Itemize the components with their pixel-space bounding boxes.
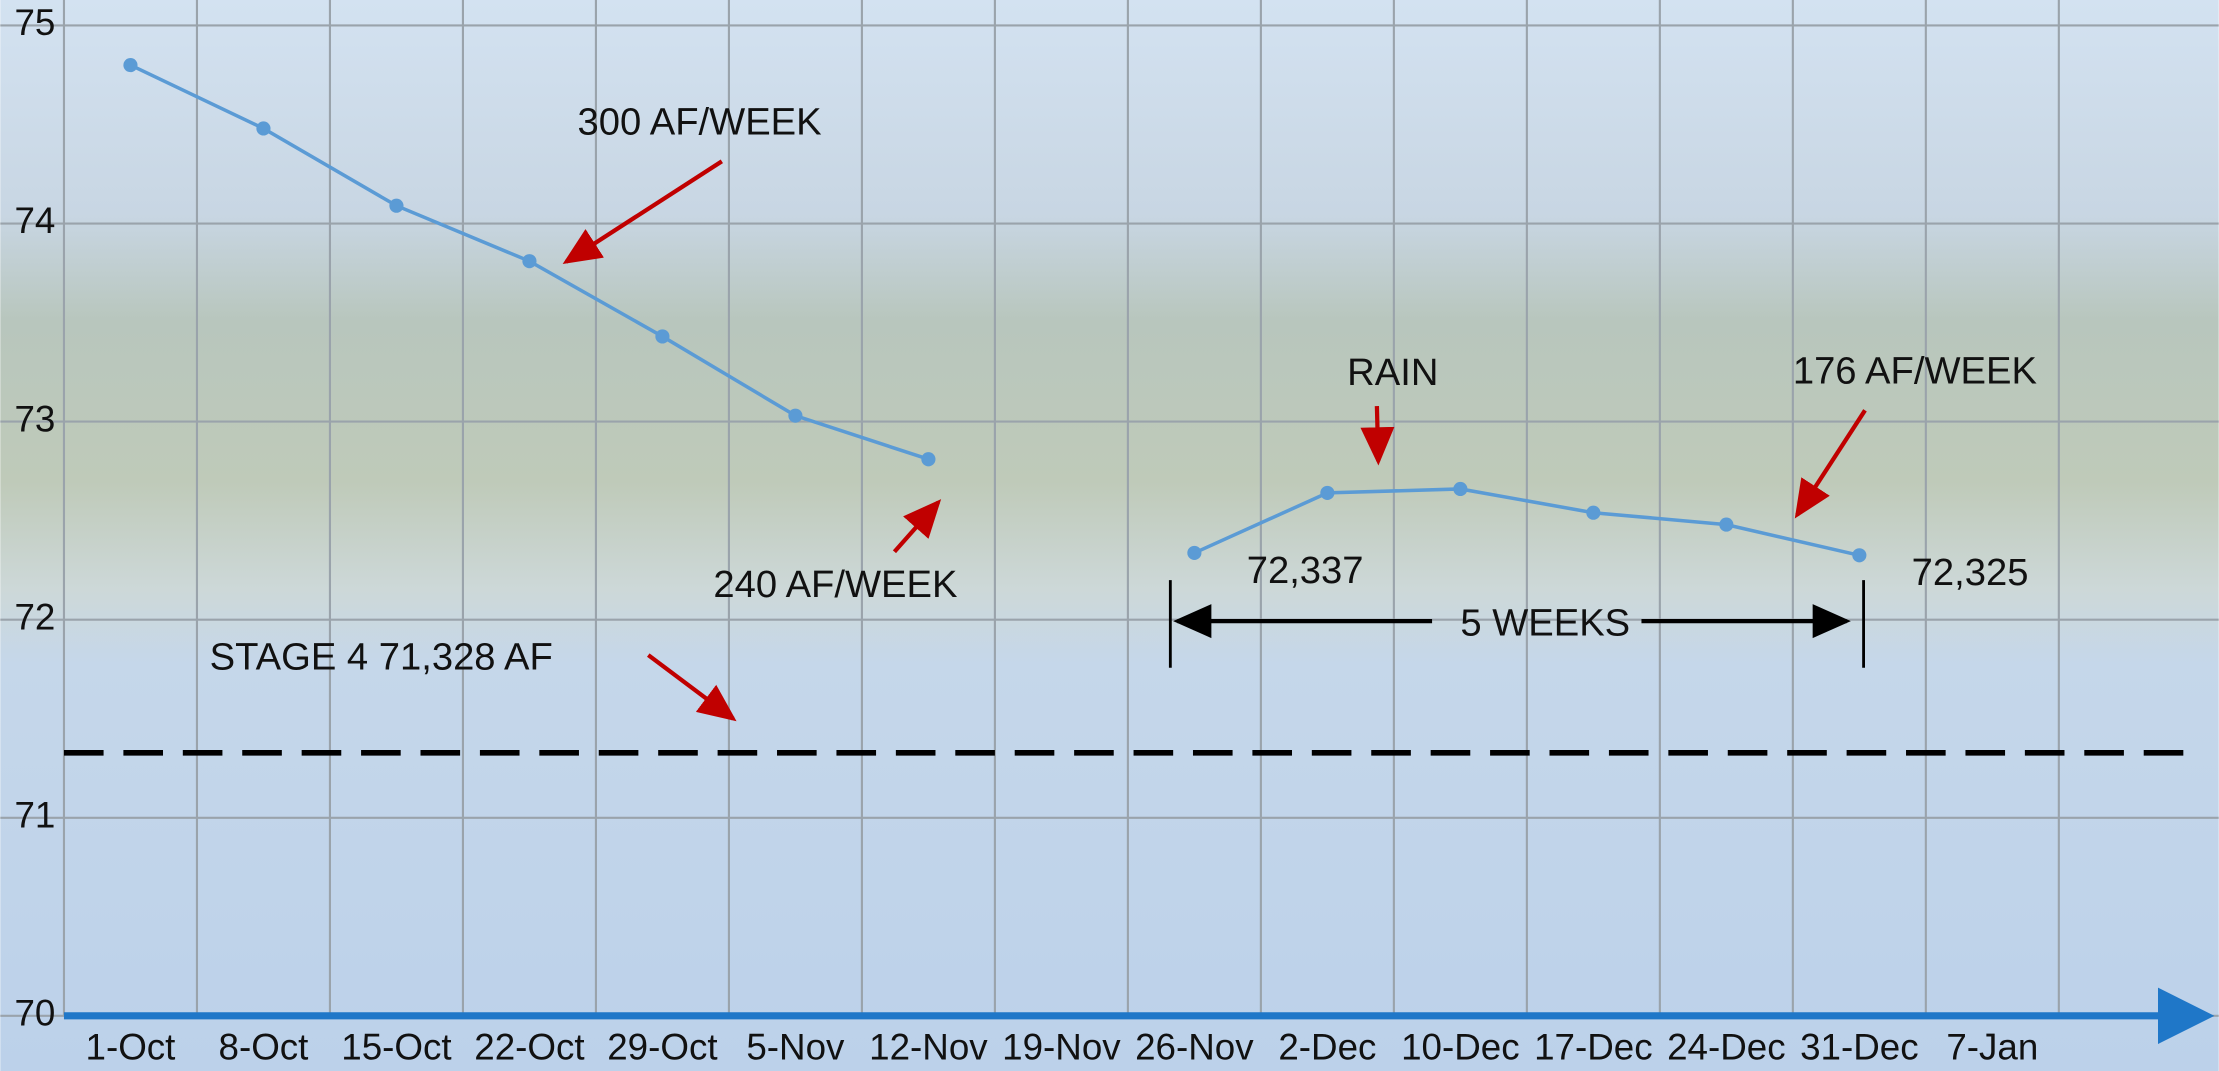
annotation: 240 AF/WEEK	[713, 563, 958, 606]
x-tick-label: 10-Dec	[1401, 1026, 1520, 1067]
annotation: 5 WEEKS	[1460, 601, 1630, 644]
background	[0, 0, 2218, 1071]
x-tick-label: 15-Oct	[341, 1026, 451, 1067]
y-tick-label: 72	[14, 596, 55, 637]
point	[921, 452, 935, 466]
x-tick-label: 2-Dec	[1278, 1026, 1376, 1067]
data-label: 72,325	[1912, 551, 2029, 594]
point	[788, 409, 802, 423]
x-tick-label: 24-Dec	[1667, 1026, 1786, 1067]
x-tick-label: 26-Nov	[1135, 1026, 1254, 1067]
x-tick-label: 19-Nov	[1002, 1026, 1121, 1067]
annotation: 176 AF/WEEK	[1793, 350, 2038, 393]
x-tick-label: 12-Nov	[869, 1026, 988, 1067]
point	[1320, 486, 1334, 500]
annotation: RAIN	[1347, 351, 1438, 394]
point	[123, 58, 137, 72]
point	[655, 329, 669, 343]
point	[1187, 546, 1201, 560]
arrow	[1377, 406, 1378, 461]
data-label: 72,337	[1247, 549, 1364, 592]
point	[1586, 506, 1600, 520]
y-tick-label: 71	[14, 794, 55, 835]
x-tick-label: 8-Oct	[219, 1026, 309, 1067]
x-tick-label: 7-Jan	[1946, 1026, 2038, 1067]
point	[256, 121, 270, 135]
y-tick-label: 75	[14, 2, 55, 43]
y-tick-label: 74	[14, 200, 55, 241]
threshold-label: STAGE 4 71,328 AF	[210, 635, 553, 678]
x-tick-label: 22-Oct	[474, 1026, 584, 1067]
x-tick-label: 5-Nov	[746, 1026, 845, 1067]
y-tick-label: 73	[14, 398, 55, 439]
page: {"chart_data": {"type": "line", "categor…	[0, 0, 2219, 1071]
chart: 300 AF/WEEK 240 AF/WEEK RAIN 176 AF/WEEK…	[0, 0, 2219, 1071]
x-tick-label: 31-Dec	[1800, 1026, 1919, 1067]
x-tick-label: 17-Dec	[1534, 1026, 1653, 1067]
y-tick-label: 70	[14, 993, 55, 1034]
annotation: 300 AF/WEEK	[578, 101, 823, 144]
point	[1719, 518, 1733, 532]
x-tick-label: 29-Oct	[607, 1026, 717, 1067]
point	[389, 199, 403, 213]
x-tick-label: 1-Oct	[86, 1026, 176, 1067]
point	[1453, 482, 1467, 496]
point	[1852, 548, 1866, 562]
point	[522, 254, 536, 268]
